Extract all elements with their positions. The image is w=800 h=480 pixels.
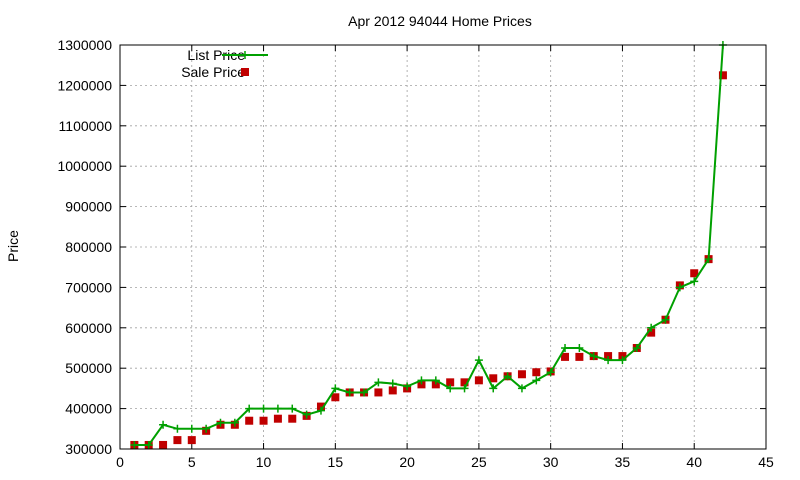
y-axis-label: Price: [5, 230, 21, 262]
sale-price-point: [173, 436, 181, 444]
list-price-point: [532, 376, 540, 384]
sale-price-point: [188, 436, 196, 444]
x-tick-label: 40: [686, 454, 702, 470]
y-tick-label: 1100000: [59, 118, 113, 134]
sale-price-point: [245, 417, 253, 425]
y-tick-label: 1000000: [57, 158, 112, 174]
list-price-point: [260, 405, 268, 413]
tick-labels: 300000 400000 500000 600000 700000 800000 9000…: [57, 37, 774, 470]
x-tick-label: 5: [188, 454, 196, 470]
list-price-point: [274, 405, 282, 413]
legend-swatch-sale-price: [241, 68, 249, 76]
list-price-point: [188, 425, 196, 433]
x-tick-label: 45: [758, 454, 774, 470]
series-layer: [130, 41, 727, 449]
sale-price-point: [274, 415, 282, 423]
y-tick-label: 900000: [65, 199, 112, 215]
sale-price-point: [374, 388, 382, 396]
grid-lines: [120, 45, 766, 449]
sale-price-point: [159, 441, 167, 449]
list-price-point: [389, 380, 397, 388]
y-tick-label: 700000: [65, 279, 112, 295]
x-tick-label: 15: [328, 454, 344, 470]
sale-price-point: [389, 386, 397, 394]
sale-price-point: [518, 370, 526, 378]
list-price-line: [134, 45, 723, 445]
list-price-point: [288, 405, 296, 413]
legend-label-sale-price: Sale Price: [181, 64, 245, 80]
x-tick-label: 10: [256, 454, 272, 470]
x-tick-label: 20: [399, 454, 415, 470]
y-tick-label: 800000: [65, 239, 112, 255]
sale-price-point: [288, 415, 296, 423]
list-price-point: [173, 425, 181, 433]
y-tick-label: 300000: [65, 441, 112, 457]
sale-price-point: [260, 417, 268, 425]
y-tick-label: 500000: [65, 360, 112, 376]
list-price-point: [575, 344, 583, 352]
x-tick-label: 25: [471, 454, 487, 470]
list-price-point: [475, 356, 483, 364]
sale-price-point: [575, 353, 583, 361]
y-tick-label: 400000: [65, 401, 112, 417]
sale-price-point: [532, 368, 540, 376]
chart-title: Apr 2012 94044 Home Prices: [348, 13, 532, 29]
y-tick-label: 1300000: [57, 37, 112, 53]
x-tick-label: 30: [543, 454, 559, 470]
y-tick-label: 600000: [65, 320, 112, 336]
sale-price-point: [475, 376, 483, 384]
x-tick-label: 35: [615, 454, 631, 470]
x-tick-label: 0: [116, 454, 124, 470]
y-tick-label: 1200000: [57, 77, 112, 93]
